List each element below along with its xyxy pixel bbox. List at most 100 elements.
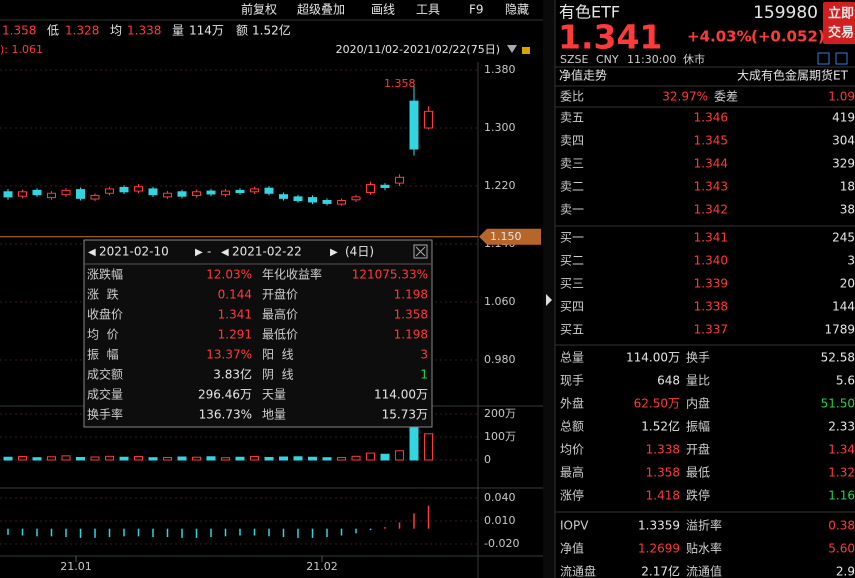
book-price: 1.344 bbox=[694, 157, 728, 171]
popup-value: 1.198 bbox=[394, 328, 428, 342]
candle-body bbox=[293, 196, 303, 202]
candle-body bbox=[250, 188, 259, 193]
candle-body bbox=[366, 184, 375, 194]
stat-value: 648 bbox=[657, 374, 680, 388]
summary-avg: 1.338 bbox=[127, 24, 161, 38]
stat-value: 62.50万 bbox=[634, 397, 680, 411]
popup-label: 成交额 bbox=[87, 367, 123, 382]
volume-bar bbox=[134, 456, 143, 461]
volume-bar bbox=[163, 456, 172, 461]
popup-value: 1.358 bbox=[394, 308, 428, 322]
popup-end[interactable]: 2021-02-22 bbox=[232, 245, 302, 259]
range-dropdown[interactable] bbox=[507, 45, 517, 53]
stat-value: 1.2699 bbox=[638, 542, 680, 556]
stat-value: 114.00万 bbox=[626, 351, 680, 365]
toolbar-item[interactable]: 工具 bbox=[416, 3, 440, 17]
stat-value: 52.58 bbox=[821, 351, 855, 365]
nav-trend[interactable]: 净值走势 bbox=[559, 68, 607, 83]
summary-label: 量 bbox=[172, 24, 184, 38]
stat-label: 均价 bbox=[560, 443, 584, 457]
candle-body bbox=[264, 187, 274, 194]
toolbar-item[interactable]: 前复权 bbox=[241, 2, 277, 17]
volume-bar bbox=[206, 456, 216, 461]
stat-label: 外盘 bbox=[560, 396, 584, 411]
candle-body bbox=[221, 190, 230, 196]
stat-label: 流通值 bbox=[686, 564, 722, 578]
popup bbox=[83, 239, 433, 428]
expand-arrow[interactable] bbox=[546, 294, 552, 306]
volume-bar bbox=[18, 456, 27, 461]
candle-body bbox=[134, 186, 143, 192]
candle-body bbox=[235, 189, 245, 194]
stat-label: 溢折率 bbox=[686, 518, 722, 533]
toolbar-item[interactable]: 隐藏 bbox=[505, 3, 529, 17]
volume-bar bbox=[90, 456, 100, 461]
candle-body bbox=[32, 189, 42, 196]
quote-meta: CNY bbox=[596, 53, 619, 66]
book-level: 卖二 bbox=[560, 180, 584, 194]
stat-value: 1.3359 bbox=[638, 519, 680, 533]
icon[interactable] bbox=[817, 52, 830, 65]
volume-bar bbox=[279, 456, 288, 461]
book-volume: 38 bbox=[840, 203, 855, 217]
trade-button-label: 交易 bbox=[828, 25, 854, 41]
popup-label: 地量 bbox=[262, 408, 286, 422]
stat-label: IOPV bbox=[560, 519, 589, 533]
volume-bar bbox=[235, 456, 245, 461]
y-tick-label: 0 bbox=[484, 453, 491, 466]
book-level: 买三 bbox=[560, 277, 584, 291]
popup-label: 最高价 bbox=[262, 307, 298, 322]
candle-body bbox=[206, 190, 216, 195]
candle-body bbox=[424, 110, 433, 129]
popup-value: 136.73% bbox=[199, 408, 252, 422]
popup-value: 1.341 bbox=[218, 308, 252, 322]
candle-body bbox=[279, 194, 288, 199]
volume-bar bbox=[380, 453, 390, 461]
stat-label: 流通盘 bbox=[560, 564, 596, 578]
book-label: 委比 bbox=[560, 90, 584, 104]
toolbar-item[interactable]: 画线 bbox=[371, 3, 395, 17]
volume-bar bbox=[366, 452, 375, 461]
stat-value: 1.358 bbox=[646, 466, 680, 480]
candle-body bbox=[351, 196, 361, 201]
book-price: 1.342 bbox=[694, 203, 728, 217]
splitter[interactable] bbox=[543, 0, 555, 578]
candle-body bbox=[119, 186, 129, 193]
y-tick-label: 1.060 bbox=[484, 295, 516, 308]
popup-label: 最低价 bbox=[262, 328, 298, 342]
high-label: 1.358 bbox=[384, 77, 416, 90]
stat-value: 1.52亿 bbox=[641, 419, 680, 434]
popup-value: 3.83亿 bbox=[213, 367, 252, 382]
stat-label: 跌停 bbox=[686, 488, 710, 503]
icon[interactable] bbox=[835, 52, 848, 65]
stat-label: 最低 bbox=[686, 466, 710, 480]
volume-bar bbox=[105, 455, 114, 461]
popup-value: 1.198 bbox=[394, 288, 428, 302]
trade-button[interactable] bbox=[823, 2, 855, 44]
popup-close[interactable] bbox=[413, 244, 428, 259]
candle-body bbox=[3, 191, 13, 198]
candle-body bbox=[76, 189, 85, 199]
stat-label: 换手 bbox=[686, 351, 710, 365]
lock-icon[interactable] bbox=[522, 47, 530, 54]
volume-bar bbox=[293, 456, 303, 461]
candle-body bbox=[90, 194, 100, 200]
toolbar-item[interactable]: 超级叠加 bbox=[297, 2, 345, 17]
popup-days: (4日) bbox=[345, 245, 374, 259]
toolbar-item[interactable]: F9 bbox=[469, 3, 484, 17]
summary-label: 额 bbox=[236, 24, 248, 38]
y-tick-label: 0.040 bbox=[484, 491, 516, 504]
stat-value: 1.338 bbox=[646, 443, 680, 457]
popup-label: 涨跌幅 bbox=[87, 267, 123, 282]
stat-label: 最高 bbox=[560, 465, 584, 480]
popup-start[interactable]: 2021-02-10 bbox=[99, 245, 169, 259]
stat-label: 现手 bbox=[560, 374, 584, 388]
book-price: 1.339 bbox=[694, 277, 728, 291]
candle-body bbox=[192, 191, 201, 196]
book-volume: 18 bbox=[840, 180, 855, 194]
candle-body bbox=[337, 200, 346, 205]
candle-body bbox=[308, 197, 317, 203]
y-tick-label: 0.010 bbox=[484, 514, 516, 527]
book-level: 买二 bbox=[560, 254, 584, 268]
summary-low: 1.328 bbox=[65, 24, 99, 38]
